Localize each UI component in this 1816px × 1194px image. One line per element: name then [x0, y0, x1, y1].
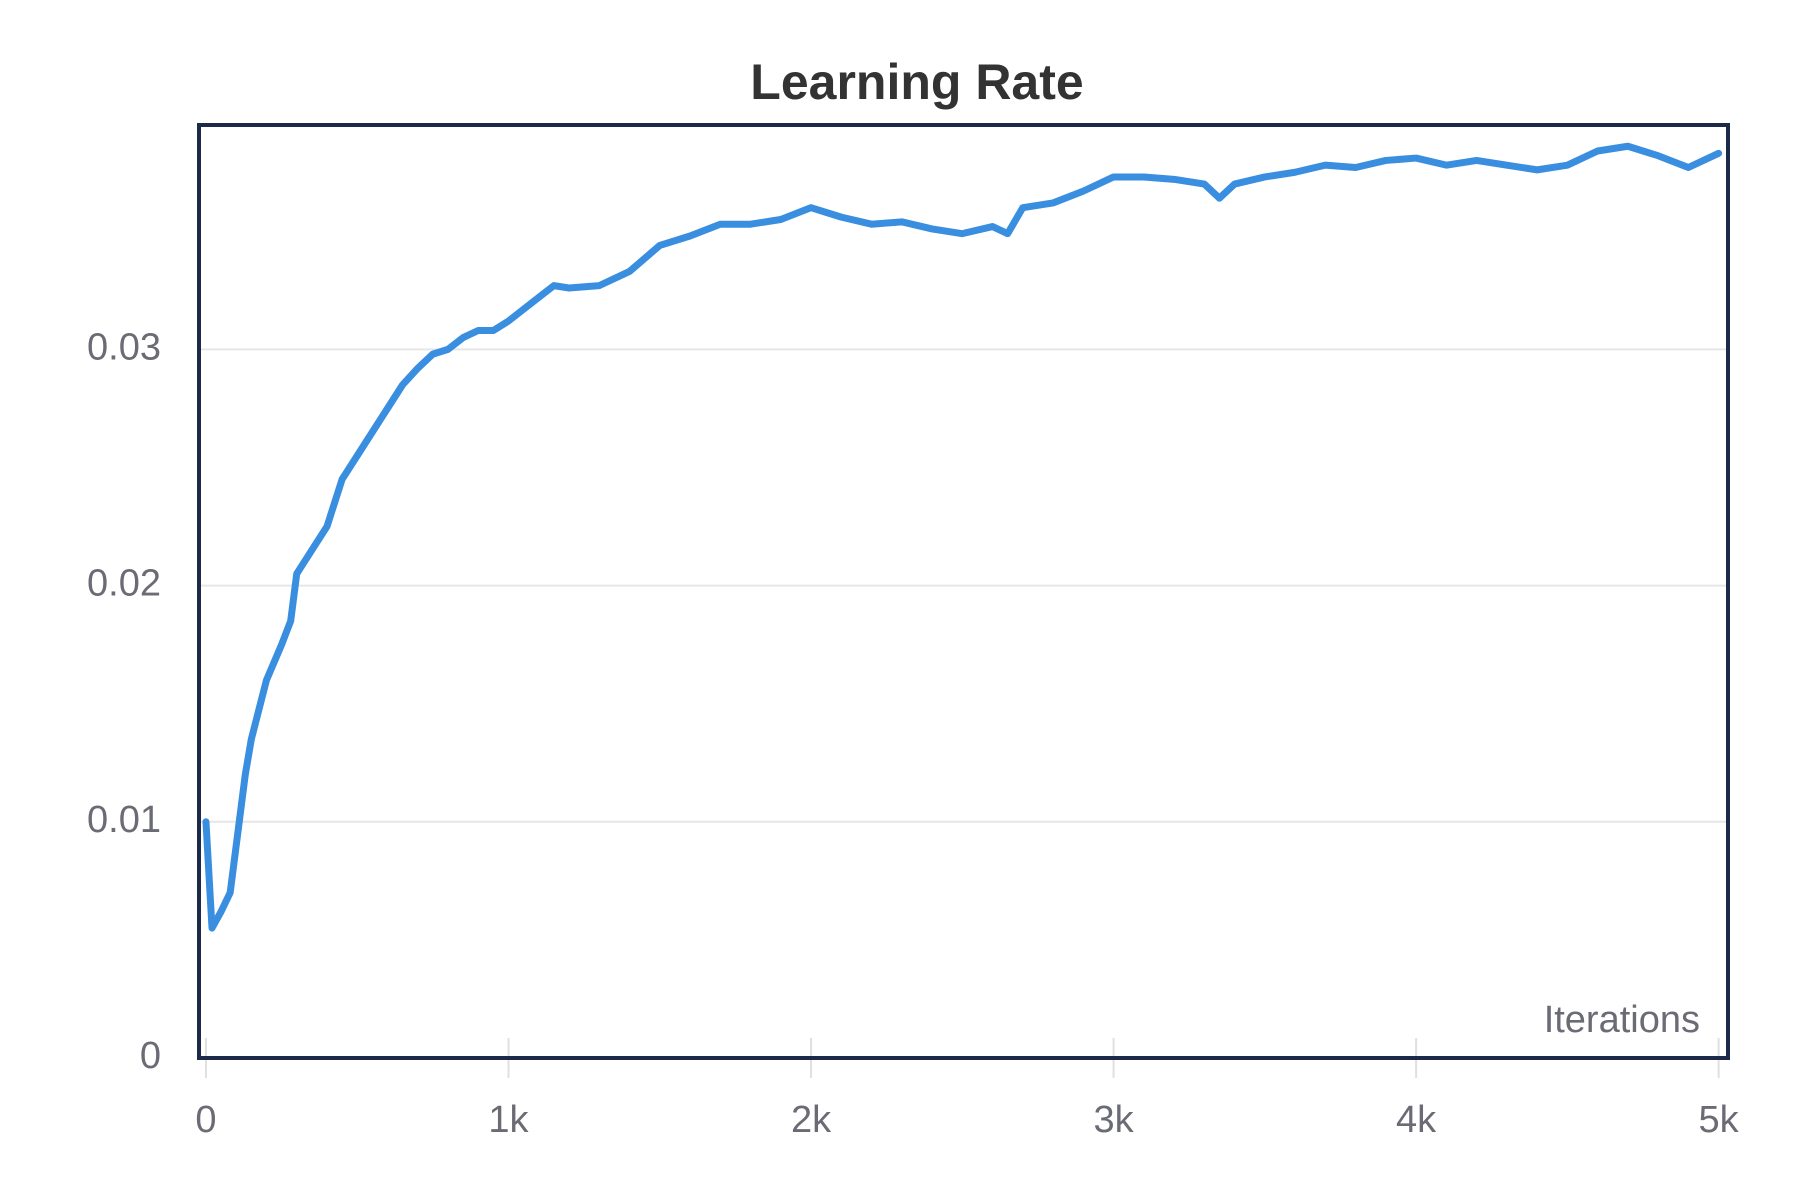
- y-tick-label: 0.01: [87, 799, 161, 841]
- x-tick-label: 1k: [488, 1099, 529, 1141]
- x-tick-label: 0: [195, 1099, 216, 1141]
- x-tick-label: 5k: [1699, 1099, 1740, 1141]
- y-tick-label: 0: [140, 1035, 161, 1077]
- x-axis-label: Iterations: [1544, 999, 1700, 1041]
- x-tick-label: 2k: [791, 1099, 832, 1141]
- y-tick-label: 0.02: [87, 563, 161, 605]
- x-tick-label: 4k: [1396, 1099, 1437, 1141]
- x-tick-label: 3k: [1093, 1099, 1134, 1141]
- y-tick-label: 0.03: [87, 326, 161, 368]
- chart-title: Learning Rate: [750, 54, 1083, 110]
- plot-frame: [197, 123, 1730, 1060]
- data-line: [202, 142, 1723, 932]
